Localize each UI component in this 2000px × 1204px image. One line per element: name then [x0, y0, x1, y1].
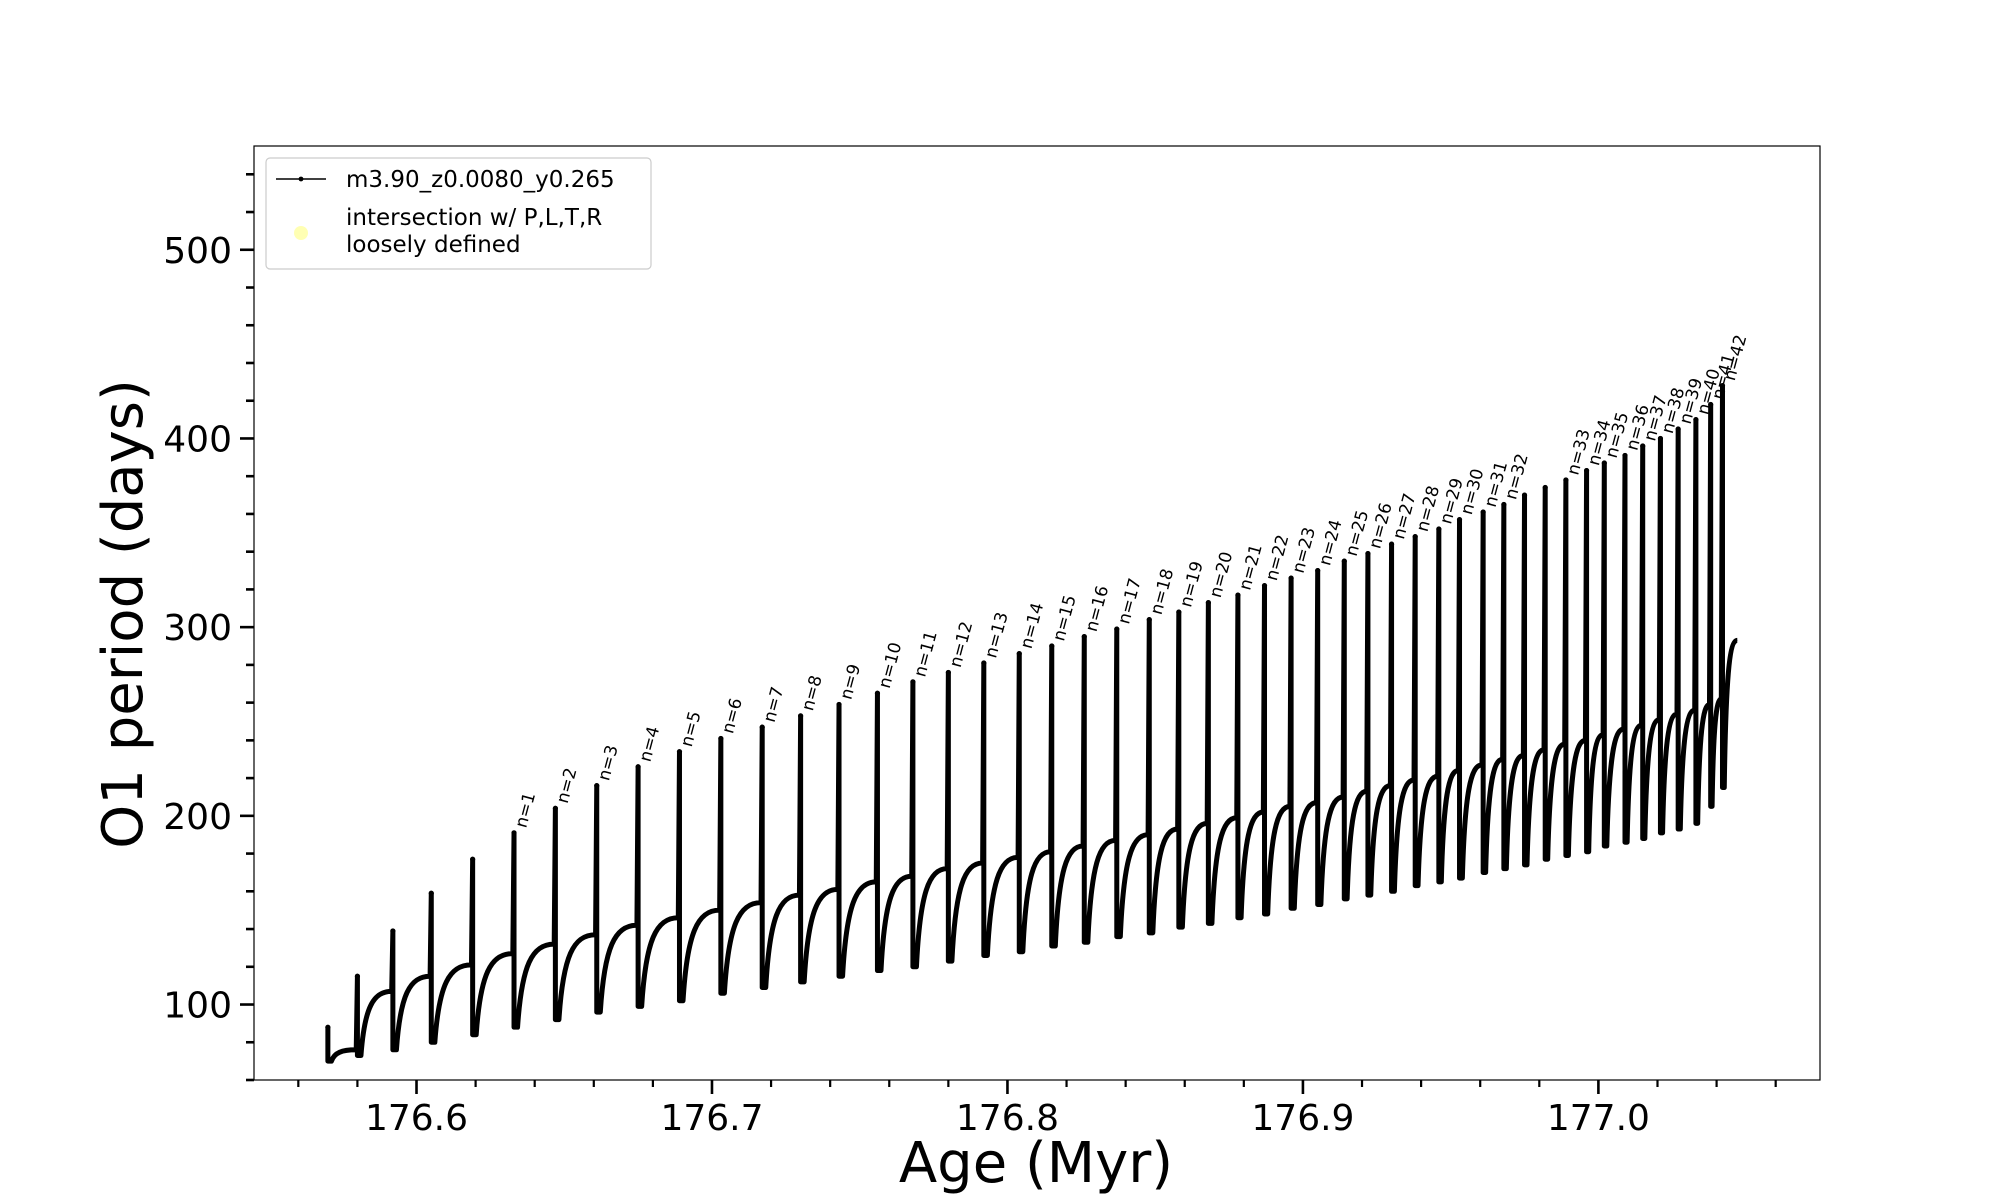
- y-tick-label: 100: [163, 986, 232, 1027]
- pulse-peak-point: [470, 856, 476, 862]
- pulse-peak-point: [759, 724, 765, 730]
- plot-frame: [253, 145, 1821, 1081]
- pulse-peak-point: [552, 805, 558, 811]
- legend: m3.90_z0.0080_y0.265 intersection w/ P,L…: [265, 157, 652, 270]
- pulse-peak-point: [1622, 452, 1628, 459]
- pulse-peak-point: [1288, 575, 1294, 581]
- pulse-peak-point: [1114, 626, 1120, 632]
- pulse-peak-point: [1315, 567, 1321, 574]
- pulse-label: n=1: [512, 790, 541, 830]
- pulse-peak-point: [1365, 550, 1371, 557]
- y-tick-label: 300: [163, 608, 232, 649]
- pulse-label: n=12: [946, 619, 977, 669]
- pulse-peak-point: [1583, 467, 1590, 474]
- pulse-peak-point: [1708, 401, 1714, 408]
- pulse-peak-point: [1205, 600, 1211, 606]
- legend-label-intersection-line2: loosely defined: [346, 232, 521, 258]
- pulse-label: n=13: [981, 610, 1012, 660]
- legend-label-series: m3.90_z0.0080_y0.265: [346, 167, 615, 193]
- x-tick-label: 176.7: [660, 1098, 763, 1139]
- pulse-peak-point: [676, 749, 683, 755]
- pulse-peak-point: [1016, 650, 1022, 657]
- pulse-peak-point: [798, 713, 804, 719]
- pulse-label: n=17: [1114, 576, 1145, 626]
- series-layer: [325, 383, 1739, 1064]
- pulse-label: n=15: [1049, 593, 1080, 643]
- y-tick-label: 400: [163, 419, 232, 460]
- pulse-peak-point: [594, 783, 600, 789]
- pulse-peak-point: [1081, 633, 1087, 640]
- x-tick-label: 176.9: [1251, 1098, 1354, 1139]
- pulse-peak-point: [945, 669, 951, 676]
- x-tick-label: 176.8: [956, 1098, 1059, 1139]
- pulse-label: n=20: [1206, 550, 1237, 600]
- legend-label-intersection: intersection w/ P,L,T,R: [346, 205, 602, 231]
- y-tick-label: 500: [163, 231, 232, 272]
- pulse-peak-point: [354, 973, 361, 979]
- pulse-label: n=6: [718, 696, 747, 736]
- pulse-peak-point: [1412, 533, 1418, 540]
- legend-dot-marker: [298, 176, 304, 182]
- pulse-peak-point: [1693, 416, 1699, 423]
- pulse-peak-point: [1601, 460, 1607, 466]
- pulse-label: n=19: [1176, 559, 1207, 609]
- pulse-peak-point: [428, 890, 434, 896]
- pulse-peak-point: [1176, 609, 1182, 615]
- pulse-peak-point: [1657, 435, 1664, 442]
- pulse-peak-point: [1542, 484, 1548, 491]
- pulse-label: n=32: [1501, 452, 1532, 502]
- pulse-label: n=42: [1720, 333, 1751, 383]
- pulse-label: n=8: [798, 673, 827, 713]
- pulse-label: n=10: [875, 640, 906, 690]
- pulse-label: n=11: [910, 629, 941, 679]
- pulse-label: n=14: [1017, 601, 1048, 651]
- pulse-label: n=5: [677, 709, 706, 749]
- pulse-peak-point: [1388, 541, 1395, 547]
- pulse-label: n=7: [760, 685, 789, 725]
- pulse-label: n=9: [837, 662, 866, 702]
- x-axis-label: Age (Myr): [899, 1131, 1173, 1196]
- pulse-label: n=4: [636, 724, 665, 764]
- pulse-peak-point: [1719, 383, 1726, 389]
- pulse-peak-point: [1146, 617, 1152, 623]
- x-axis-ticks: 176.6 176.7 176.8 176.9 177.0: [297, 1080, 1777, 1139]
- pulse-peak-point: [910, 679, 916, 685]
- pulse-peak-point: [1640, 443, 1646, 449]
- pulse-label: n=16: [1082, 584, 1113, 634]
- pulse-peak-point: [1261, 583, 1268, 589]
- pulse-peak-point: [1501, 501, 1507, 508]
- pulse-label: n=18: [1147, 567, 1178, 617]
- pulse-peak-point: [718, 735, 724, 742]
- x-tick-label: 177.0: [1547, 1098, 1650, 1139]
- pulse-label: n=2: [553, 766, 582, 806]
- pulse-peak-point: [874, 690, 881, 696]
- pulse-peak-point: [1521, 492, 1528, 498]
- pulse-peak-point: [1436, 526, 1442, 532]
- pulse-label: n=23: [1289, 525, 1320, 575]
- pulse-peak-point: [511, 830, 517, 836]
- pulse-peak-point: [1049, 643, 1055, 649]
- pulse-peak-point: [981, 660, 987, 666]
- pulse-label: n=22: [1262, 533, 1293, 583]
- y-tick-label: 200: [163, 797, 232, 838]
- pulse-peak-point: [1563, 477, 1569, 483]
- pulse-peak-point: [1235, 592, 1241, 598]
- pulse-peak-point: [1456, 517, 1463, 523]
- pulse-label: n=3: [594, 743, 623, 783]
- pulse-peak-point: [390, 928, 396, 934]
- pulse-peak-point: [1675, 426, 1681, 432]
- y-axis-ticks: 100 200 300 400 500: [163, 173, 254, 1082]
- pulse-peak-point: [325, 1024, 331, 1030]
- pulse-peak-point: [635, 764, 641, 770]
- series-line: [327, 385, 1738, 1062]
- pulse-peak-point: [1341, 558, 1347, 564]
- legend-intersection-marker: [294, 226, 308, 240]
- legend-box: [265, 157, 652, 270]
- pulse-peak-point: [836, 701, 842, 708]
- y-axis-label: O1 period (days): [91, 379, 156, 849]
- pulse-peak-point: [1480, 509, 1486, 515]
- x-tick-label: 176.6: [365, 1098, 468, 1139]
